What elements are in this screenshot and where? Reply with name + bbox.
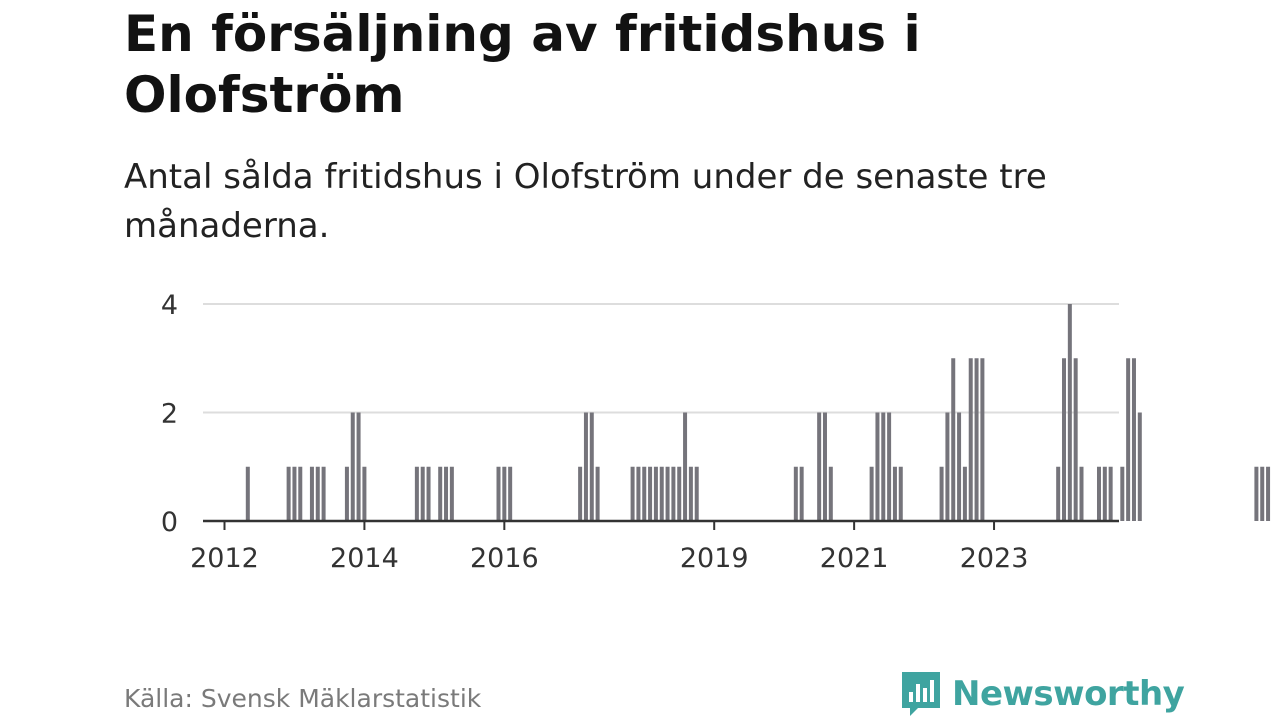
bar <box>1131 358 1136 521</box>
bar <box>822 412 827 521</box>
bar <box>671 466 676 521</box>
bar <box>589 412 594 521</box>
bar <box>309 466 314 521</box>
bar <box>578 466 583 521</box>
y-tick-label: 4 <box>161 290 178 321</box>
x-tick-label: 2012 <box>190 543 259 574</box>
bar <box>444 466 449 521</box>
bar <box>881 412 886 521</box>
bar <box>793 466 798 521</box>
bar <box>642 466 647 521</box>
gridlines <box>203 303 1119 414</box>
bar <box>1073 358 1078 521</box>
bar <box>362 466 367 521</box>
brand-logo: Newsworthy <box>900 670 1185 718</box>
bar <box>449 466 454 521</box>
bar-chart: 0 2 4 2012 2014 2016 2019 2021 2023 <box>161 290 1271 574</box>
y-tick-label: 2 <box>161 399 178 430</box>
bar <box>292 466 297 521</box>
bar <box>951 358 956 521</box>
bar <box>869 466 874 521</box>
bar <box>1108 466 1113 521</box>
bar <box>1067 304 1072 521</box>
bar <box>508 466 513 521</box>
bar <box>1266 466 1271 521</box>
bar <box>1079 466 1084 521</box>
bar <box>694 466 699 521</box>
bar <box>659 466 664 521</box>
axes <box>203 519 1119 530</box>
bar <box>245 466 250 521</box>
bar <box>595 466 600 521</box>
bar <box>898 466 903 521</box>
bar <box>1260 466 1265 521</box>
bar <box>426 466 431 521</box>
bar <box>298 466 303 521</box>
bar <box>1102 466 1107 521</box>
bar <box>945 412 950 521</box>
bar <box>1062 358 1067 521</box>
bar <box>892 466 897 521</box>
bar <box>1096 466 1101 521</box>
bar <box>817 412 822 521</box>
bar <box>939 466 944 521</box>
x-tick-label: 2021 <box>820 543 889 574</box>
x-tick-label: 2023 <box>960 543 1029 574</box>
bar <box>875 412 880 521</box>
bar <box>420 466 425 521</box>
bar <box>799 466 804 521</box>
bar <box>957 412 962 521</box>
bars <box>245 304 1271 521</box>
bar <box>665 466 670 521</box>
bar-chart-speech-bubble-icon <box>902 672 940 716</box>
bar <box>438 466 443 521</box>
bar <box>502 466 507 521</box>
bar <box>1126 358 1131 521</box>
bar <box>1254 466 1259 521</box>
brand-name: Newsworthy <box>952 674 1185 714</box>
chart-title: En försäljning av fritidshus i Olofström <box>124 5 921 124</box>
bar <box>653 466 658 521</box>
bar <box>1056 466 1061 521</box>
bar <box>962 466 967 521</box>
bar <box>968 358 973 521</box>
bar <box>683 412 688 521</box>
bar <box>356 412 361 521</box>
bar <box>496 466 501 521</box>
bar <box>583 412 588 521</box>
bar <box>688 466 693 521</box>
chart-subtitle: Antal sålda fritidshus i Olofström under… <box>124 157 1047 246</box>
bar <box>1137 412 1142 521</box>
tick-labels: 0 2 4 2012 2014 2016 2019 2021 2023 <box>161 290 1029 574</box>
x-tick-label: 2019 <box>680 543 749 574</box>
bar <box>636 466 641 521</box>
bar <box>887 412 892 521</box>
bar <box>321 466 326 521</box>
source-note: Källa: Svensk Mäklarstatistik <box>124 684 482 713</box>
y-tick-label: 0 <box>161 507 178 538</box>
bar <box>630 466 635 521</box>
bar <box>315 466 320 521</box>
bar <box>677 466 682 521</box>
bar <box>1120 466 1125 521</box>
bar <box>974 358 979 521</box>
bar <box>344 466 349 521</box>
bar <box>648 466 653 521</box>
bar <box>350 412 355 521</box>
bar <box>286 466 291 521</box>
x-tick-label: 2014 <box>330 543 399 574</box>
bar <box>828 466 833 521</box>
bar <box>980 358 985 521</box>
bar <box>414 466 419 521</box>
x-tick-label: 2016 <box>470 543 539 574</box>
